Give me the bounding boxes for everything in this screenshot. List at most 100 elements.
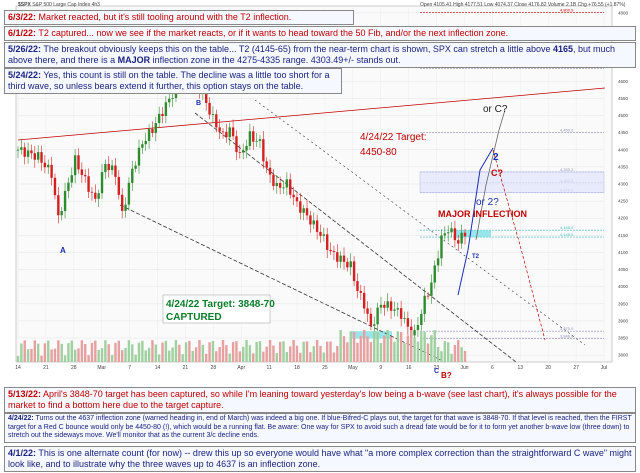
volume-bar: [329, 341, 332, 362]
volume-bar: [154, 344, 157, 362]
volume-bar: [211, 341, 215, 362]
volume-bar: [107, 344, 110, 362]
volume-bar: [373, 331, 376, 362]
volume-bar: [137, 342, 141, 362]
volume-bar: [453, 344, 457, 362]
volume-bar: [369, 342, 373, 362]
x-tick-label: 14: [15, 365, 21, 371]
volume-bar: [228, 353, 231, 362]
note-text: April's 3848-70 target has been captured…: [8, 389, 617, 410]
note-text: Yes, this count is still on the table. T…: [8, 70, 330, 91]
wave-label-2: 2: [493, 152, 499, 163]
label-or-2: or 2?: [476, 197, 499, 208]
candle-body: [420, 313, 423, 325]
volume-bar: [376, 331, 379, 362]
x-axis-ticks: 14 21 28 Mar 7 14 21 28 Apr 11 18 25 May 9 16 23 Jun 6 13 2…: [15, 365, 607, 371]
candle-body: [369, 313, 373, 326]
candle-body: [272, 174, 275, 187]
candle-body: [218, 127, 221, 132]
volume-bar: [393, 341, 396, 362]
candle-body: [463, 232, 467, 237]
y-tick-label: 4150: [618, 233, 629, 238]
volume-bar: [157, 354, 161, 362]
candle-body: [84, 175, 87, 177]
lower-target-zone: [350, 331, 392, 339]
candle-body: [107, 163, 110, 171]
projection-path-down: [492, 149, 546, 341]
volume-bar: [63, 355, 67, 362]
candle-body: [144, 140, 147, 145]
candle-body: [339, 255, 342, 262]
candle-body: [379, 304, 383, 308]
volume-bar: [117, 340, 121, 362]
candle-body: [73, 155, 77, 176]
volume-bar: [406, 335, 410, 362]
candle-body: [329, 249, 332, 252]
candle-body: [30, 150, 33, 154]
candle-body: [147, 129, 151, 141]
volume-bar: [127, 340, 131, 362]
note-5-24-22: 5/24/22: Yes, this count is still on the…: [4, 68, 342, 94]
x-tick-label: 21: [183, 365, 189, 371]
candle-body: [403, 318, 406, 319]
x-tick-label: 6: [491, 365, 494, 371]
level-label: 4,800.9: [560, 8, 574, 13]
volume-bar: [299, 352, 302, 362]
volume-bar: [245, 340, 248, 362]
y-tick-label: 4350: [618, 164, 629, 169]
level-label: 3,848.0: [560, 334, 574, 339]
volume-bar: [198, 340, 201, 362]
candle-body: [305, 208, 309, 216]
x-tick-label: 23: [434, 365, 440, 371]
candle-body: [426, 295, 430, 297]
volume-bar: [60, 343, 63, 362]
x-tick-label: 16: [406, 365, 412, 371]
candle-body: [319, 231, 322, 236]
candle-body: [248, 131, 252, 146]
volume-bar: [30, 348, 33, 362]
volume-bar: [94, 340, 97, 362]
y-tick-label: 4000: [618, 284, 629, 289]
note-6-3-22: 6/3/22: Market reacted, but it's still t…: [4, 10, 354, 25]
volume-bar: [120, 350, 124, 362]
volume-bar: [241, 346, 245, 362]
candle-body: [436, 258, 440, 266]
chart-header: $SPX S&P 500 Large Cap Index 4h3: [18, 2, 100, 8]
candle-body: [302, 208, 305, 213]
candle-body: [268, 167, 272, 175]
note-date: 6/1/22:: [8, 28, 37, 38]
candle-body: [60, 211, 63, 216]
volume-bar: [26, 349, 30, 362]
candle-body: [141, 144, 144, 148]
volume-bars: [16, 330, 467, 362]
projection-path-grey: [475, 109, 506, 241]
note-text: T2 captured... now we see if the market …: [36, 28, 509, 38]
volume-bar: [104, 340, 107, 362]
volume-bar: [231, 342, 235, 362]
volume-bar: [383, 335, 386, 362]
note-date: 5/24/22:: [8, 70, 42, 80]
volume-bar: [319, 345, 322, 362]
volume-bar: [131, 344, 134, 362]
volume-bar: [225, 345, 228, 362]
major-inflection-zone: [419, 171, 605, 193]
volume-bar: [174, 340, 178, 362]
y-tick-label: 4450: [618, 130, 629, 135]
x-tick-label: 9: [379, 365, 382, 371]
candle-body: [87, 176, 90, 192]
candle-body: [127, 182, 131, 205]
x-tick-label: 20: [545, 365, 551, 371]
volume-bar: [178, 344, 181, 362]
candle-body: [457, 240, 460, 244]
candle-body: [80, 169, 84, 176]
volume-bar: [191, 350, 194, 362]
volume-bar: [205, 353, 208, 362]
candle-body: [349, 261, 352, 268]
candle-body: [373, 324, 376, 326]
candle-body: [238, 152, 242, 153]
lower-target-box-label: 3848-70: [365, 340, 380, 345]
wave-label-b: B: [196, 100, 201, 107]
candle-body: [450, 228, 453, 233]
candle-body: [77, 155, 80, 170]
volume-bar: [336, 345, 339, 362]
